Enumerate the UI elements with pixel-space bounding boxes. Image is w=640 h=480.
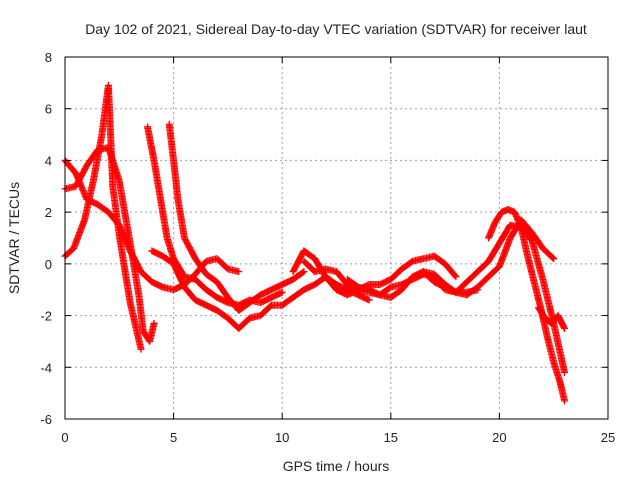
y-tick-label: 2: [45, 205, 52, 220]
grid-lines: [65, 57, 608, 419]
data-point: [561, 397, 569, 405]
data-point: [299, 268, 307, 276]
data-point: [365, 296, 373, 304]
data-point: [451, 272, 459, 280]
series-11: [485, 206, 569, 405]
chart-title: Day 102 of 2021, Sidereal Day-to-day VTE…: [85, 21, 587, 37]
y-axis-label: SDTVAR / TECUs: [6, 182, 22, 294]
y-tick-label: 6: [45, 102, 52, 117]
data-point: [550, 255, 558, 263]
x-tick-label: 0: [61, 430, 68, 445]
series-5: [165, 120, 308, 314]
data-point: [278, 288, 286, 296]
x-tick-label: 25: [601, 430, 615, 445]
data-point: [235, 268, 243, 276]
series-6: [148, 247, 373, 332]
plot-frame: [64, 56, 609, 420]
series-12: [534, 304, 569, 332]
data-point: [561, 325, 569, 332]
data-point: [300, 268, 308, 276]
x-axis-label: GPS time / hours: [283, 458, 390, 474]
y-tick-label: 0: [45, 257, 52, 272]
y-tick-label: 4: [45, 153, 52, 168]
y-tick-label: -2: [40, 309, 52, 324]
axis-ticks: 0 5 10 15 20 25 -6 -4 -2 0 2 4 6 8: [40, 50, 615, 445]
series-7: [289, 247, 460, 299]
y-tick-label: -6: [40, 412, 52, 427]
data-points: [61, 81, 569, 405]
x-tick-label: 5: [170, 430, 177, 445]
data-point: [150, 319, 158, 327]
x-tick-label: 20: [492, 430, 506, 445]
data-point: [452, 273, 460, 281]
y-tick-label: 8: [45, 50, 52, 65]
x-tick-label: 15: [384, 430, 398, 445]
data-point: [561, 368, 569, 376]
y-tick-label: -4: [40, 360, 52, 375]
data-point: [560, 323, 568, 331]
data-point: [137, 345, 145, 353]
data-point: [549, 254, 557, 262]
x-tick-label: 10: [275, 430, 289, 445]
